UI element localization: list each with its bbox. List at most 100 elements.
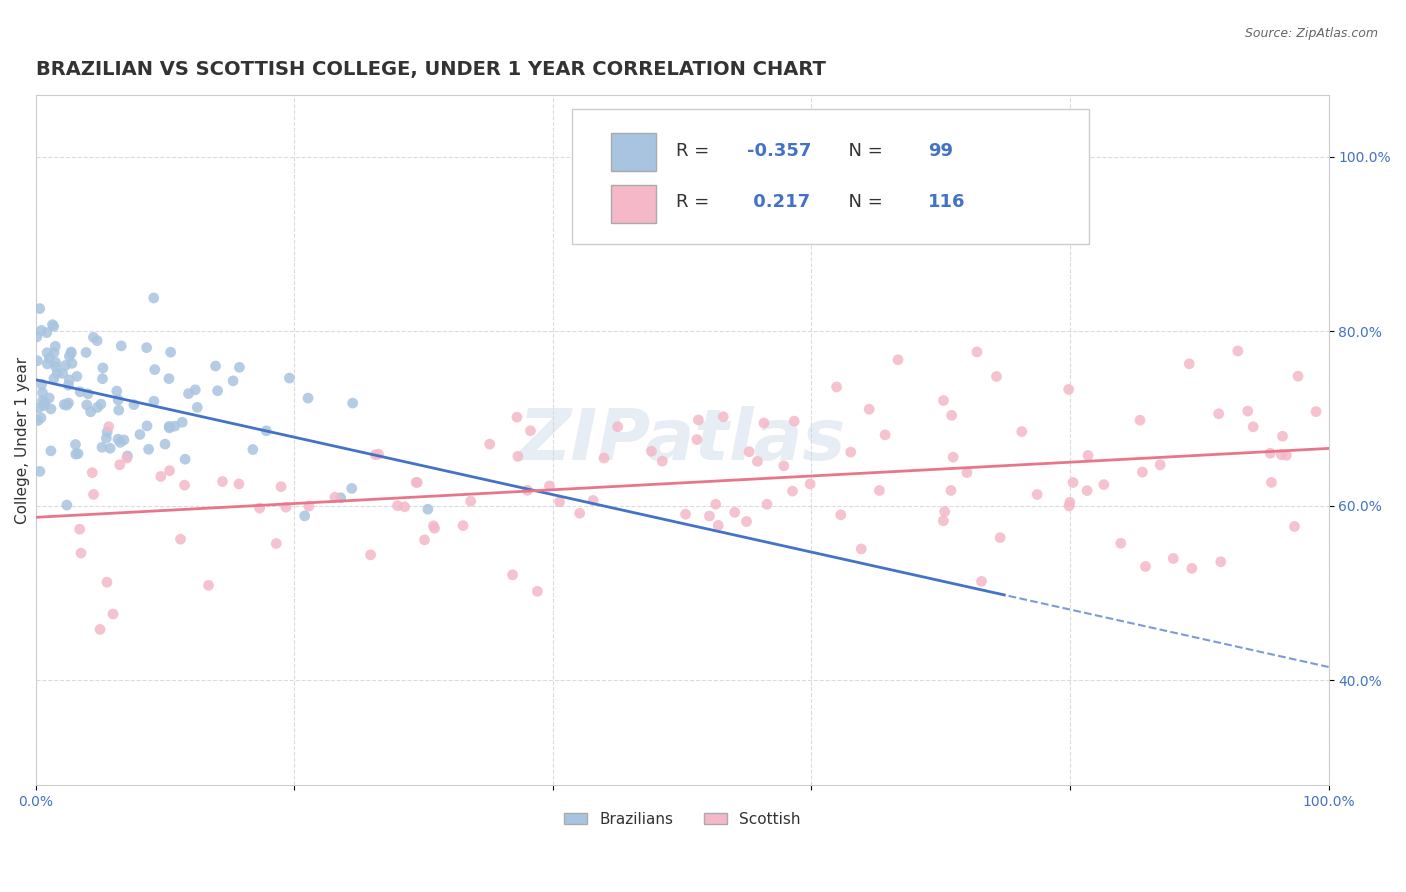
Point [58, 396, 80, 410]
Point [38, 391, 60, 405]
Point [724, 505, 747, 519]
Point [91, 440, 114, 454]
Point [1129, 413, 1152, 427]
Point [25, 330, 48, 344]
Point [406, 475, 429, 490]
Point [169, 532, 191, 546]
Point [184, 383, 207, 397]
Point [340, 482, 363, 496]
Point [96, 431, 118, 445]
Point [868, 483, 890, 498]
Point [31, 385, 53, 400]
Point [270, 480, 292, 494]
Point [86, 401, 108, 415]
Point [108, 458, 131, 472]
Text: -0.357: -0.357 [747, 142, 811, 160]
Point [60, 356, 83, 370]
Point [1258, 446, 1281, 460]
Point [699, 509, 721, 524]
Point [738, 444, 761, 458]
Point [264, 536, 287, 550]
Point [278, 371, 301, 385]
Point [149, 469, 172, 483]
Point [177, 386, 200, 401]
Point [27, 353, 49, 368]
Point [163, 419, 186, 434]
Point [298, 499, 321, 513]
Point [174, 452, 197, 467]
Point [593, 451, 616, 466]
Point [197, 578, 219, 592]
Point [519, 424, 541, 438]
Point [75, 345, 97, 359]
Point [1305, 404, 1327, 418]
Point [42, 319, 65, 334]
Text: N =: N = [838, 194, 889, 211]
Point [97, 419, 120, 434]
Bar [612, 185, 657, 223]
Point [79, 405, 101, 419]
Point [756, 497, 779, 511]
Point [783, 414, 806, 428]
Point [142, 291, 165, 305]
Point [35, 326, 58, 340]
Point [1109, 536, 1132, 550]
Point [122, 398, 145, 412]
Point [956, 466, 979, 480]
Point [839, 445, 862, 459]
Point [44, 339, 66, 353]
Point [526, 584, 548, 599]
Point [516, 483, 538, 498]
Point [69, 384, 91, 399]
Point [830, 508, 852, 522]
Point [502, 567, 524, 582]
Point [228, 476, 250, 491]
Point [31, 377, 53, 392]
Point [56, 498, 79, 512]
Point [211, 475, 233, 489]
Point [83, 487, 105, 501]
Point [329, 491, 352, 505]
Point [249, 501, 271, 516]
Point [1209, 555, 1232, 569]
Point [1284, 519, 1306, 533]
Point [37, 357, 59, 371]
Point [107, 403, 129, 417]
Point [55, 359, 77, 373]
Point [39, 443, 62, 458]
Point [76, 398, 98, 412]
Point [413, 533, 436, 547]
Point [90, 397, 112, 411]
Point [228, 360, 250, 375]
Point [1161, 551, 1184, 566]
Point [32, 399, 55, 413]
Point [364, 448, 387, 462]
Point [107, 392, 129, 407]
Point [297, 391, 319, 405]
Point [851, 541, 873, 556]
Point [28, 301, 51, 316]
Text: BRAZILIAN VS SCOTTISH COLLEGE, UNDER 1 YEAR CORRELATION CHART: BRAZILIAN VS SCOTTISH COLLEGE, UNDER 1 Y… [35, 60, 825, 78]
Point [69, 522, 91, 536]
Point [38, 351, 60, 366]
Point [254, 424, 277, 438]
Point [157, 371, 180, 385]
Point [82, 466, 104, 480]
Point [117, 449, 139, 463]
Point [688, 413, 710, 427]
Point [1270, 448, 1292, 462]
Point [1181, 561, 1204, 575]
Point [1057, 499, 1080, 513]
Point [799, 477, 821, 491]
Point [60, 345, 83, 359]
Point [538, 479, 561, 493]
Point [887, 352, 910, 367]
Point [1076, 483, 1098, 498]
Y-axis label: College, Under 1 year: College, Under 1 year [15, 357, 30, 524]
Point [112, 433, 135, 447]
Point [1132, 465, 1154, 479]
Point [28, 464, 51, 478]
Point [686, 433, 709, 447]
Point [294, 508, 316, 523]
Point [640, 444, 662, 458]
